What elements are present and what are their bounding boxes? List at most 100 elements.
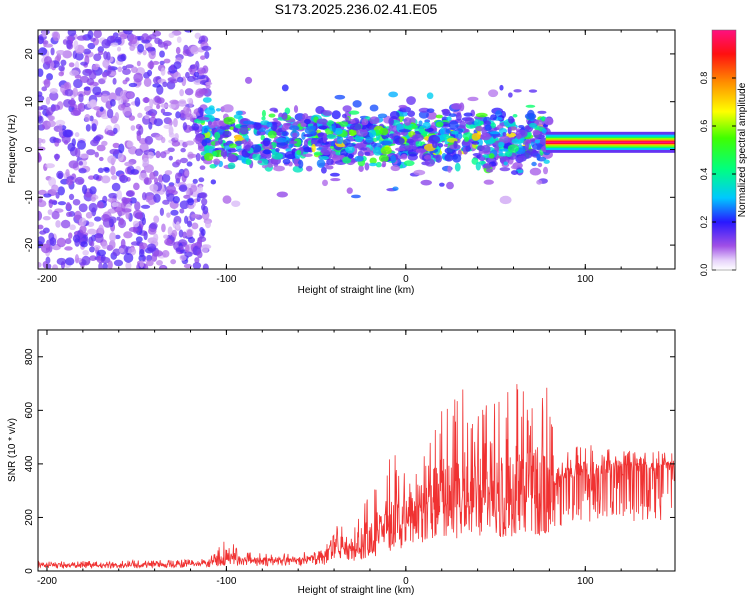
spectrogram-cell (69, 70, 80, 77)
spectrogram-cell (201, 204, 206, 211)
spectrogram-cell (276, 191, 289, 198)
spectrogram-cell (78, 161, 84, 166)
spectrogram-cell (213, 158, 221, 165)
spectrogram-cell (223, 145, 231, 151)
spectrogram-cell (338, 121, 349, 127)
spectrogram-cell (293, 105, 299, 113)
spectrogram-cell (223, 116, 236, 125)
spectrogram-cell (475, 161, 481, 171)
spectrogram-cell (388, 117, 394, 126)
spectrogram-cell (182, 231, 187, 239)
spectrogram-cell (194, 32, 202, 39)
spectrogram-cell (72, 234, 81, 243)
colorbar-ticks: 0.0 0.2 0.4 0.6 0.8 (699, 29, 737, 276)
spectrogram-cell (205, 81, 213, 86)
spectrogram-cell (268, 113, 276, 118)
spectrogram-cell (107, 155, 117, 164)
y-tick-label: 800 (24, 348, 35, 365)
spectrogram-cell (51, 210, 60, 220)
spectrogram-cell (137, 112, 143, 118)
spectrogram-cell (239, 126, 249, 135)
spectrogram-cell (222, 130, 232, 138)
spectrogram-cell (80, 241, 88, 248)
spectrogram-cell (467, 96, 479, 102)
snr-ticks: -200 -100 0 100 0 200 400 600 800 (24, 330, 675, 587)
spectrogram-cell (513, 89, 522, 93)
spectrogram-cell (83, 86, 92, 91)
spectrogram-cell (101, 213, 111, 222)
spectrogram-cell (394, 147, 406, 152)
spectrogram-cell (159, 151, 167, 159)
spectrogram-cell (411, 133, 424, 142)
spectrogram-cell (166, 184, 177, 194)
spectrogram-cell (378, 154, 389, 163)
spectrogram-cell (439, 127, 445, 136)
y-tick-label: -10 (24, 190, 35, 205)
y-tick-label: 600 (24, 402, 35, 419)
spectrogram-cell (170, 259, 177, 265)
spectrogram-cell (38, 137, 43, 144)
spectrogram-cell (49, 237, 57, 247)
spectrogram-cell (285, 148, 292, 153)
spectrogram-cell (78, 93, 84, 103)
spectrogram-cell (507, 144, 519, 153)
spectrogram-cell (437, 143, 444, 148)
spectrogram-cell (244, 144, 251, 152)
spectrogram-cell (329, 172, 340, 177)
spectrogram-cell (262, 149, 272, 155)
spectrogram-cell (101, 140, 108, 147)
spectrogram-cell (100, 93, 109, 103)
spectrogram-cell (96, 144, 106, 152)
spectrogram-cell (403, 145, 415, 150)
spectrogram-cell (82, 48, 92, 55)
spectrogram-cell (273, 165, 285, 172)
spectrogram-cell (162, 111, 172, 117)
spectrogram-cell (499, 167, 511, 172)
spectrogram-cell (131, 66, 138, 74)
spectrogram-cell (38, 210, 43, 221)
spectrogram-cell (90, 37, 96, 42)
spectrogram-cell (202, 263, 209, 269)
spectrogram-cell (74, 52, 84, 61)
spectrogram-cell (101, 175, 111, 184)
spectrogram-cell (180, 147, 186, 153)
spectrogram-cell (74, 147, 81, 158)
spectrogram-cell (58, 71, 64, 77)
spectrogram-cell (311, 143, 316, 153)
spectrogram-cell (202, 97, 212, 103)
spectrogram-cell (187, 197, 195, 206)
spectrogram-cell (123, 231, 133, 239)
spectrogram-cell (354, 142, 367, 149)
spectrogram-cell (56, 237, 66, 248)
spectrogram-cell (166, 212, 171, 218)
spectrogram-cell (142, 49, 147, 56)
spectrogram-cell (204, 50, 210, 59)
spectrogram-cell (91, 123, 97, 132)
spectrogram-cell (66, 178, 73, 186)
spectrogram-cell (135, 212, 143, 220)
spectrogram-cell (282, 158, 291, 165)
spectrogram-cell (133, 182, 140, 191)
spectrogram-cell (198, 88, 209, 95)
colorbar-tick-label: 0.6 (699, 120, 709, 133)
spectrogram-cell (87, 42, 96, 50)
spectrogram-cell (125, 64, 134, 69)
spectrogram-cell (210, 179, 217, 185)
spectrogram-cell (302, 147, 312, 153)
spectrogram-cell (488, 89, 499, 98)
spectrogram-cell (57, 201, 67, 206)
spectrogram-cell (118, 247, 125, 254)
spectrogram-cell (171, 140, 181, 147)
spectrogram-cell (446, 181, 454, 190)
spectrogram-cell (321, 166, 327, 174)
spectrogram-cell (418, 110, 429, 119)
spectrogram-cell (292, 132, 298, 138)
spectrogram-cell (471, 133, 481, 141)
colorbar: 0.0 0.2 0.4 0.6 0.8 Normalized spectral ampl… (699, 29, 748, 276)
spectrogram-cell (348, 110, 360, 115)
spectrogram-cell (485, 168, 494, 173)
spectrogram-cell (288, 140, 298, 144)
spectrogram-cell (369, 116, 380, 125)
spectrogram-cell (52, 264, 59, 269)
spectrogram-cell (544, 117, 554, 126)
